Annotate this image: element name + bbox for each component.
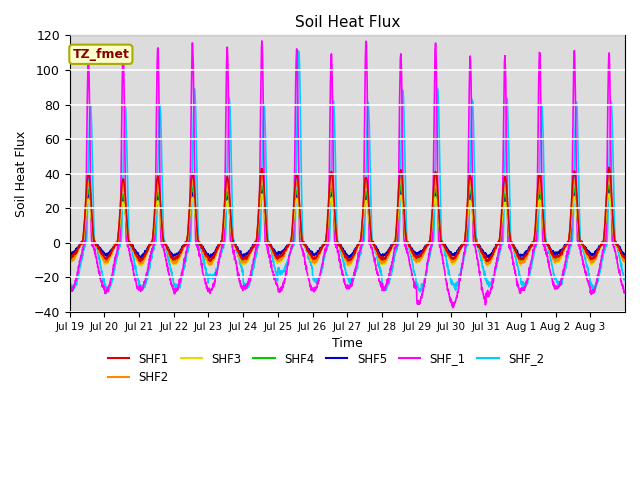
Y-axis label: Soil Heat Flux: Soil Heat Flux: [15, 131, 28, 217]
Title: Soil Heat Flux: Soil Heat Flux: [294, 15, 400, 30]
Legend: SHF1, SHF2, SHF3, SHF4, SHF5, SHF_1, SHF_2: SHF1, SHF2, SHF3, SHF4, SHF5, SHF_1, SHF…: [103, 348, 549, 389]
Text: TZ_fmet: TZ_fmet: [72, 48, 129, 61]
X-axis label: Time: Time: [332, 337, 363, 350]
